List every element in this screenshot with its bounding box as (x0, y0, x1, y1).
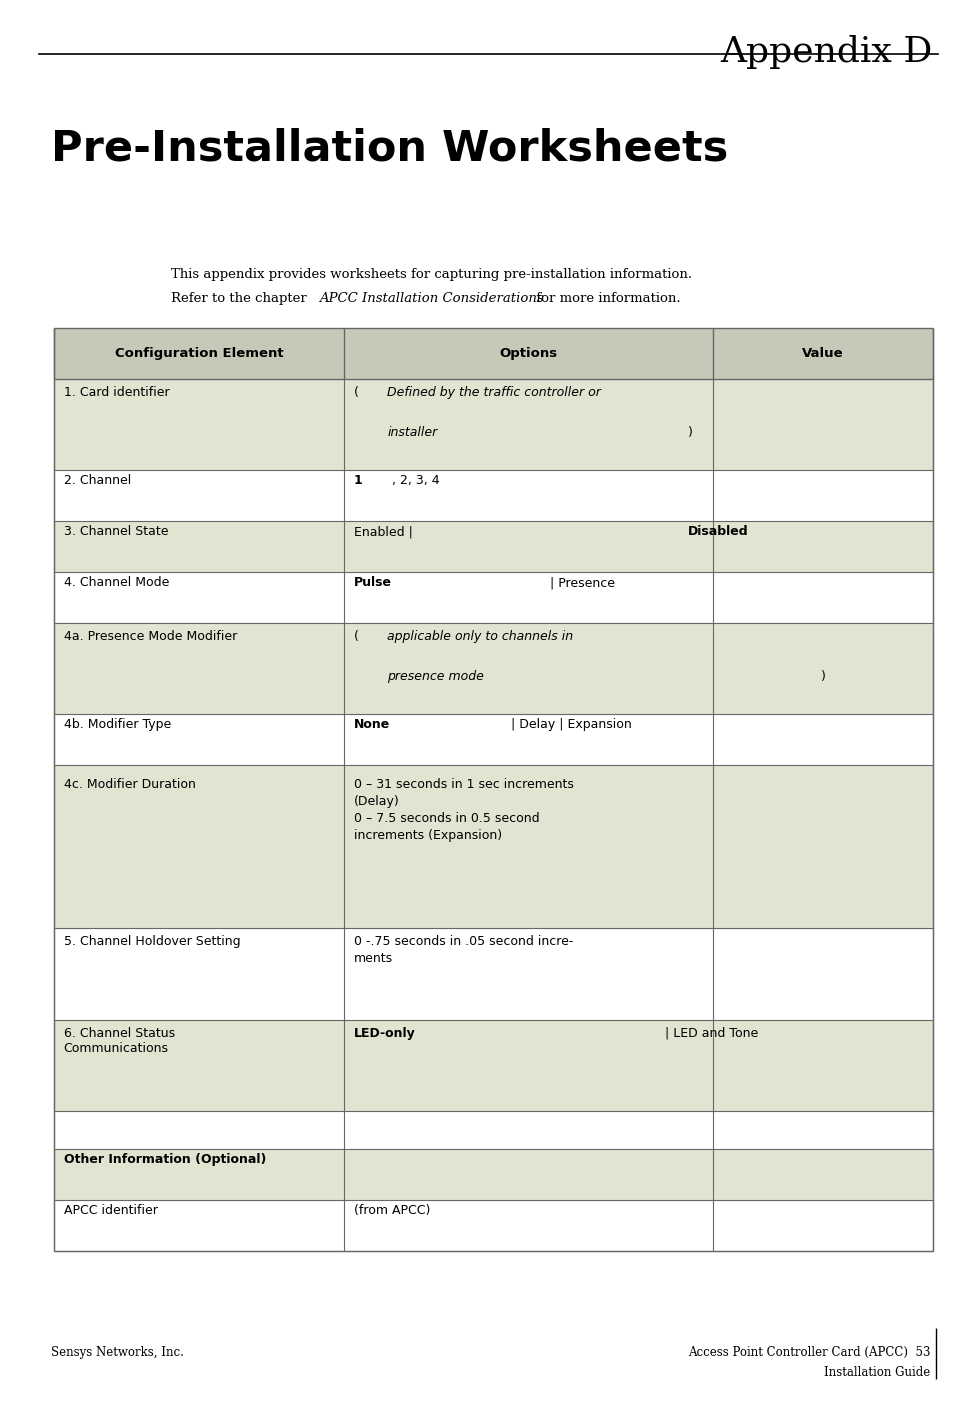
Text: 3. Channel State: 3. Channel State (64, 526, 168, 538)
Bar (54, 521, 933, 572)
Text: Sensys Networks, Inc.: Sensys Networks, Inc. (51, 1347, 184, 1359)
Text: for more information.: for more information. (532, 292, 681, 305)
Text: 4a. Presence Mode Modifier: 4a. Presence Mode Modifier (64, 630, 236, 643)
Text: (: ( (354, 630, 359, 643)
Text: Defined by the traffic controller or: Defined by the traffic controller or (387, 386, 601, 398)
Text: | Presence: | Presence (546, 577, 615, 589)
Bar (54, 1020, 933, 1111)
Text: 4. Channel Mode: 4. Channel Mode (64, 577, 169, 589)
Bar (54, 1200, 933, 1251)
Text: Other Information (Optional): Other Information (Optional) (64, 1153, 266, 1166)
Text: 0 – 31 seconds in 1 sec increments
(Delay)
0 – 7.5 seconds in 0.5 second
increme: 0 – 31 seconds in 1 sec increments (Dela… (354, 779, 573, 842)
Text: Installation Guide: Installation Guide (824, 1366, 930, 1379)
Text: Options: Options (499, 346, 558, 360)
Text: Value: Value (802, 346, 844, 360)
Text: Disabled: Disabled (688, 526, 748, 538)
Text: Pre-Installation Worksheets: Pre-Installation Worksheets (51, 127, 728, 170)
Bar (54, 1149, 933, 1200)
Text: 1: 1 (354, 475, 362, 487)
Bar (54, 766, 933, 928)
Text: Access Point Controller Card (APCC)  53: Access Point Controller Card (APCC) 53 (688, 1347, 930, 1359)
Bar (54, 379, 933, 471)
Text: 2. Channel: 2. Channel (64, 475, 131, 487)
Bar (54, 928, 933, 1020)
Text: APCC Installation Considerations: APCC Installation Considerations (319, 292, 544, 305)
Text: Pulse: Pulse (354, 577, 392, 589)
Text: Refer to the chapter: Refer to the chapter (171, 292, 311, 305)
Text: APCC identifier: APCC identifier (64, 1204, 157, 1217)
Text: Configuration Element: Configuration Element (114, 346, 283, 360)
Text: | Delay | Expansion: | Delay | Expansion (507, 718, 632, 732)
Text: (: ( (354, 386, 359, 398)
Text: Enabled |: Enabled | (354, 526, 416, 538)
Bar (54, 623, 933, 715)
Bar (54, 1111, 933, 1149)
Text: 4b. Modifier Type: 4b. Modifier Type (64, 718, 171, 732)
Text: None: None (354, 718, 390, 732)
Text: 5. Channel Holdover Setting: 5. Channel Holdover Setting (64, 935, 240, 948)
Text: presence mode: presence mode (387, 670, 484, 682)
Text: 6. Channel Status
Communications: 6. Channel Status Communications (64, 1027, 175, 1056)
Text: ): ) (688, 425, 693, 439)
Bar (54, 328, 933, 379)
Text: 4c. Modifier Duration: 4c. Modifier Duration (64, 779, 195, 791)
Text: 1. Card identifier: 1. Card identifier (64, 386, 169, 398)
Text: ): ) (822, 670, 827, 682)
Bar (54, 715, 933, 766)
Text: , 2, 3, 4: , 2, 3, 4 (392, 475, 440, 487)
Text: applicable only to channels in: applicable only to channels in (387, 630, 573, 643)
Text: installer: installer (387, 425, 438, 439)
Text: | LED and Tone: | LED and Tone (661, 1027, 758, 1040)
Text: LED-only: LED-only (354, 1027, 415, 1040)
Text: (from APCC): (from APCC) (354, 1204, 430, 1217)
Text: 0 -.75 seconds in .05 second incre-
ments: 0 -.75 seconds in .05 second incre- ment… (354, 935, 573, 965)
Bar (54, 471, 933, 521)
Text: Appendix D: Appendix D (721, 35, 933, 69)
Bar (54, 572, 933, 623)
Text: This appendix provides worksheets for capturing pre-installation information.: This appendix provides worksheets for ca… (171, 268, 692, 281)
